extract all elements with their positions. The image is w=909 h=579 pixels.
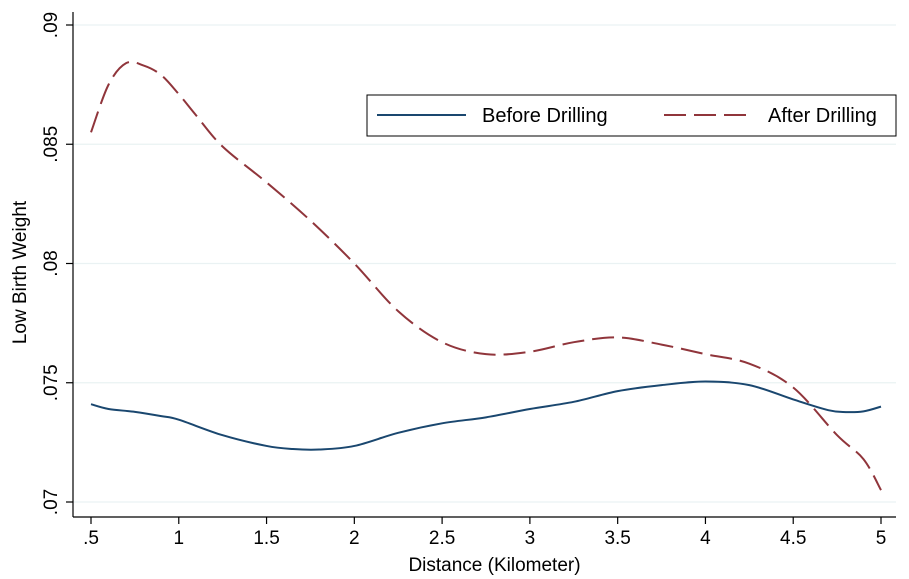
x-tick-label: .5 [83, 528, 99, 549]
y-axis-title: Low Birth Weight [10, 200, 31, 344]
y-tick-label: .085 [41, 126, 62, 163]
x-axis-title: Distance (Kilometer) [408, 555, 580, 576]
y-axis-ticks: .07 .075 .08 .085 .09 [41, 12, 73, 515]
x-tick-label: 2 [349, 528, 360, 549]
x-tick-label: 3.5 [604, 528, 630, 549]
x-tick-label: 1.5 [253, 528, 279, 549]
y-tick-label: .07 [41, 489, 62, 515]
y-tick-label: .09 [41, 12, 62, 38]
series-lines [90, 60, 882, 491]
x-axis-ticks: .5 1 1.5 2 2.5 3 3.5 4 4.5 5 [83, 517, 886, 549]
gridlines [73, 24, 896, 503]
series-line-after-drilling [90, 60, 882, 491]
x-tick-label: 5 [876, 528, 887, 549]
legend: Before Drilling After Drilling [366, 94, 897, 137]
y-tick-label: .075 [41, 364, 62, 401]
x-tick-label: 4.5 [780, 528, 806, 549]
x-tick-label: 4 [700, 528, 711, 549]
x-tick-label: 3 [525, 528, 536, 549]
legend-label-before-drilling: Before Drilling [482, 105, 608, 127]
x-tick-label: 2.5 [429, 528, 455, 549]
y-tick-label: .08 [41, 250, 62, 276]
x-tick-label: 1 [173, 528, 184, 549]
legend-label-after-drilling: After Drilling [768, 105, 877, 127]
axes [72, 12, 896, 518]
series-line-before-drilling [90, 380, 882, 451]
